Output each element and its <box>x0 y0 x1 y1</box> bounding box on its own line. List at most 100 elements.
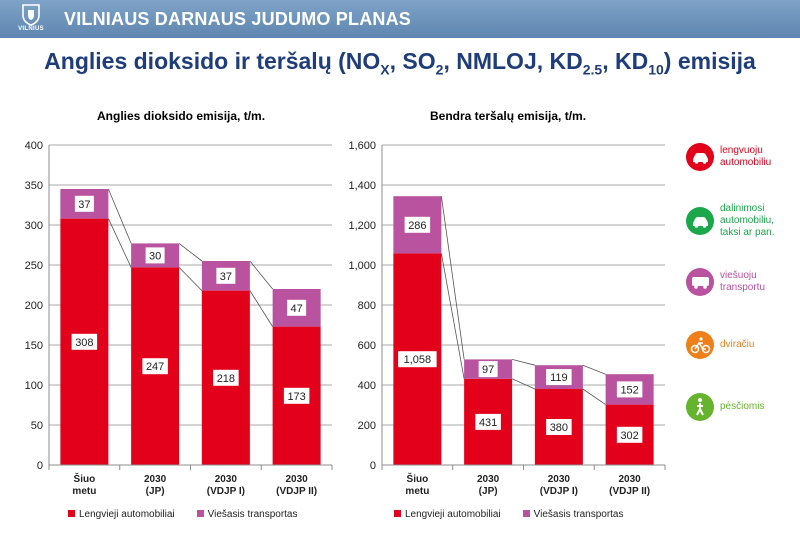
legend-item-transit: Viešasis transportas <box>196 509 297 520</box>
value-label: 286 <box>408 220 426 232</box>
value-label-box <box>213 369 239 386</box>
series-line <box>249 260 273 290</box>
series-line <box>440 196 465 360</box>
mode-label: dviračiu <box>720 339 755 350</box>
value-label: 302 <box>620 430 638 442</box>
category-label: Šiuo <box>407 472 429 485</box>
category-label: (JP) <box>146 486 165 497</box>
value-label-box <box>616 426 643 443</box>
series-line <box>582 388 606 405</box>
value-label-box <box>287 299 307 316</box>
chart-title-pollutants: Bendra teršalų emisija, t/m. <box>430 109 587 123</box>
mode-label: lengvuoju automobiliu <box>720 145 772 168</box>
header-banner: VILNIUS VILNIAUS DARNAUS JUDUMO PLANAS <box>0 0 800 38</box>
banner-title: VILNIAUS DARNAUS JUDUMO PLANAS <box>64 9 412 29</box>
mode-label: viešuoju transportu <box>720 270 766 293</box>
value-label: 1,058 <box>404 354 432 366</box>
value-label: 308 <box>75 337 93 349</box>
value-label: 97 <box>482 364 494 376</box>
shared-car-icon <box>686 207 714 235</box>
y-tick-label: 350 <box>25 180 43 192</box>
category-label: 2030 <box>619 474 642 485</box>
value-label-box <box>475 413 501 430</box>
category-label: (VDJP II) <box>609 486 650 497</box>
category-label: Šiuo <box>74 472 96 485</box>
mode-label: pėsčiomis <box>720 401 765 412</box>
car-icon <box>686 143 714 171</box>
legend-item-car: Lengvieji automobiliai <box>68 509 175 520</box>
category-label: 2030 <box>215 474 238 485</box>
value-label-box <box>142 358 168 375</box>
category-label: metu <box>405 486 429 497</box>
pedestrian-icon <box>686 393 714 421</box>
vilnius-logo: VILNIUS <box>8 2 54 36</box>
y-tick-label: 200 <box>25 300 43 312</box>
y-tick-label: 300 <box>25 220 43 232</box>
legend-swatch-transit <box>196 510 204 517</box>
mode-label: dalinimosi automobiliu, taksi ar pan. <box>720 203 775 238</box>
y-tick-label: 400 <box>25 140 43 152</box>
y-tick-label: 800 <box>358 300 376 312</box>
mode-shared: dalinimosi automobiliu, taksi ar pan. <box>686 203 774 239</box>
category-label: (VDJP I) <box>540 486 578 497</box>
series-line <box>108 188 132 244</box>
category-label: 2030 <box>477 474 500 485</box>
category-label: 2030 <box>548 474 571 485</box>
bicycle-icon <box>686 331 714 359</box>
value-label-box <box>398 351 437 368</box>
value-label-box <box>74 195 94 212</box>
value-label: 431 <box>479 417 497 429</box>
category-label: 2030 <box>144 474 167 485</box>
value-label-box <box>546 369 572 386</box>
value-label: 173 <box>287 391 305 403</box>
value-label-box <box>404 216 431 233</box>
value-label: 37 <box>78 199 90 211</box>
y-tick-label: 1,600 <box>348 140 376 152</box>
mode-bike: dviračiu <box>686 331 754 359</box>
chart-1: 0 200 400 600 800 1,000 1,200 1,400 1,600 1,058 28… <box>348 140 666 497</box>
page-title: Anglies dioksido ir teršalų (NOX, SO2, N… <box>44 48 756 78</box>
mode-transit: viešuoju transportu <box>686 268 765 296</box>
series-line <box>108 218 132 268</box>
value-label-box <box>283 387 310 404</box>
y-tick-label: 0 <box>37 460 43 472</box>
mode-walk: pėsčiomis <box>686 393 764 421</box>
y-tick-label: 1,000 <box>348 260 376 272</box>
series-line <box>511 378 536 390</box>
y-tick-label: 150 <box>25 340 43 352</box>
legend-swatch-car <box>68 510 75 517</box>
value-label: 47 <box>291 303 303 315</box>
category-label: 2030 <box>286 474 309 485</box>
legend-co2: Lengvieji automobiliai Viešasis transpor… <box>68 509 297 520</box>
y-tick-label: 400 <box>358 380 376 392</box>
category-label: metu <box>72 486 96 497</box>
legend-pollutants: Lengvieji automobiliai Viešasis transpor… <box>394 509 623 520</box>
category-label: (VDJP I) <box>207 486 245 497</box>
y-tick-label: 100 <box>25 380 43 392</box>
value-label: 152 <box>620 384 638 396</box>
value-label: 119 <box>550 372 568 384</box>
series-line <box>440 253 465 379</box>
value-label-box <box>546 419 572 435</box>
value-label: 247 <box>146 361 164 373</box>
value-label-box <box>478 361 498 378</box>
value-label: 37 <box>220 271 232 283</box>
legend-swatch-car <box>394 510 401 517</box>
logo-text: VILNIUS <box>18 26 44 32</box>
series-line <box>178 267 203 291</box>
value-label-box <box>216 267 236 284</box>
value-label-box <box>616 381 643 398</box>
series-line <box>512 359 535 366</box>
bus-icon <box>686 268 714 296</box>
series-line <box>582 364 606 375</box>
chart-title-co2: Anglies dioksido emisija, t/m. <box>97 109 266 123</box>
series-line <box>249 290 273 327</box>
legend-swatch-transit <box>522 510 530 517</box>
y-tick-label: 50 <box>31 420 43 432</box>
legend-item-car: Lengvieji automobiliai <box>394 509 501 520</box>
category-label: (JP) <box>479 486 498 497</box>
series-line <box>178 243 203 262</box>
y-tick-label: 1,400 <box>348 180 376 192</box>
